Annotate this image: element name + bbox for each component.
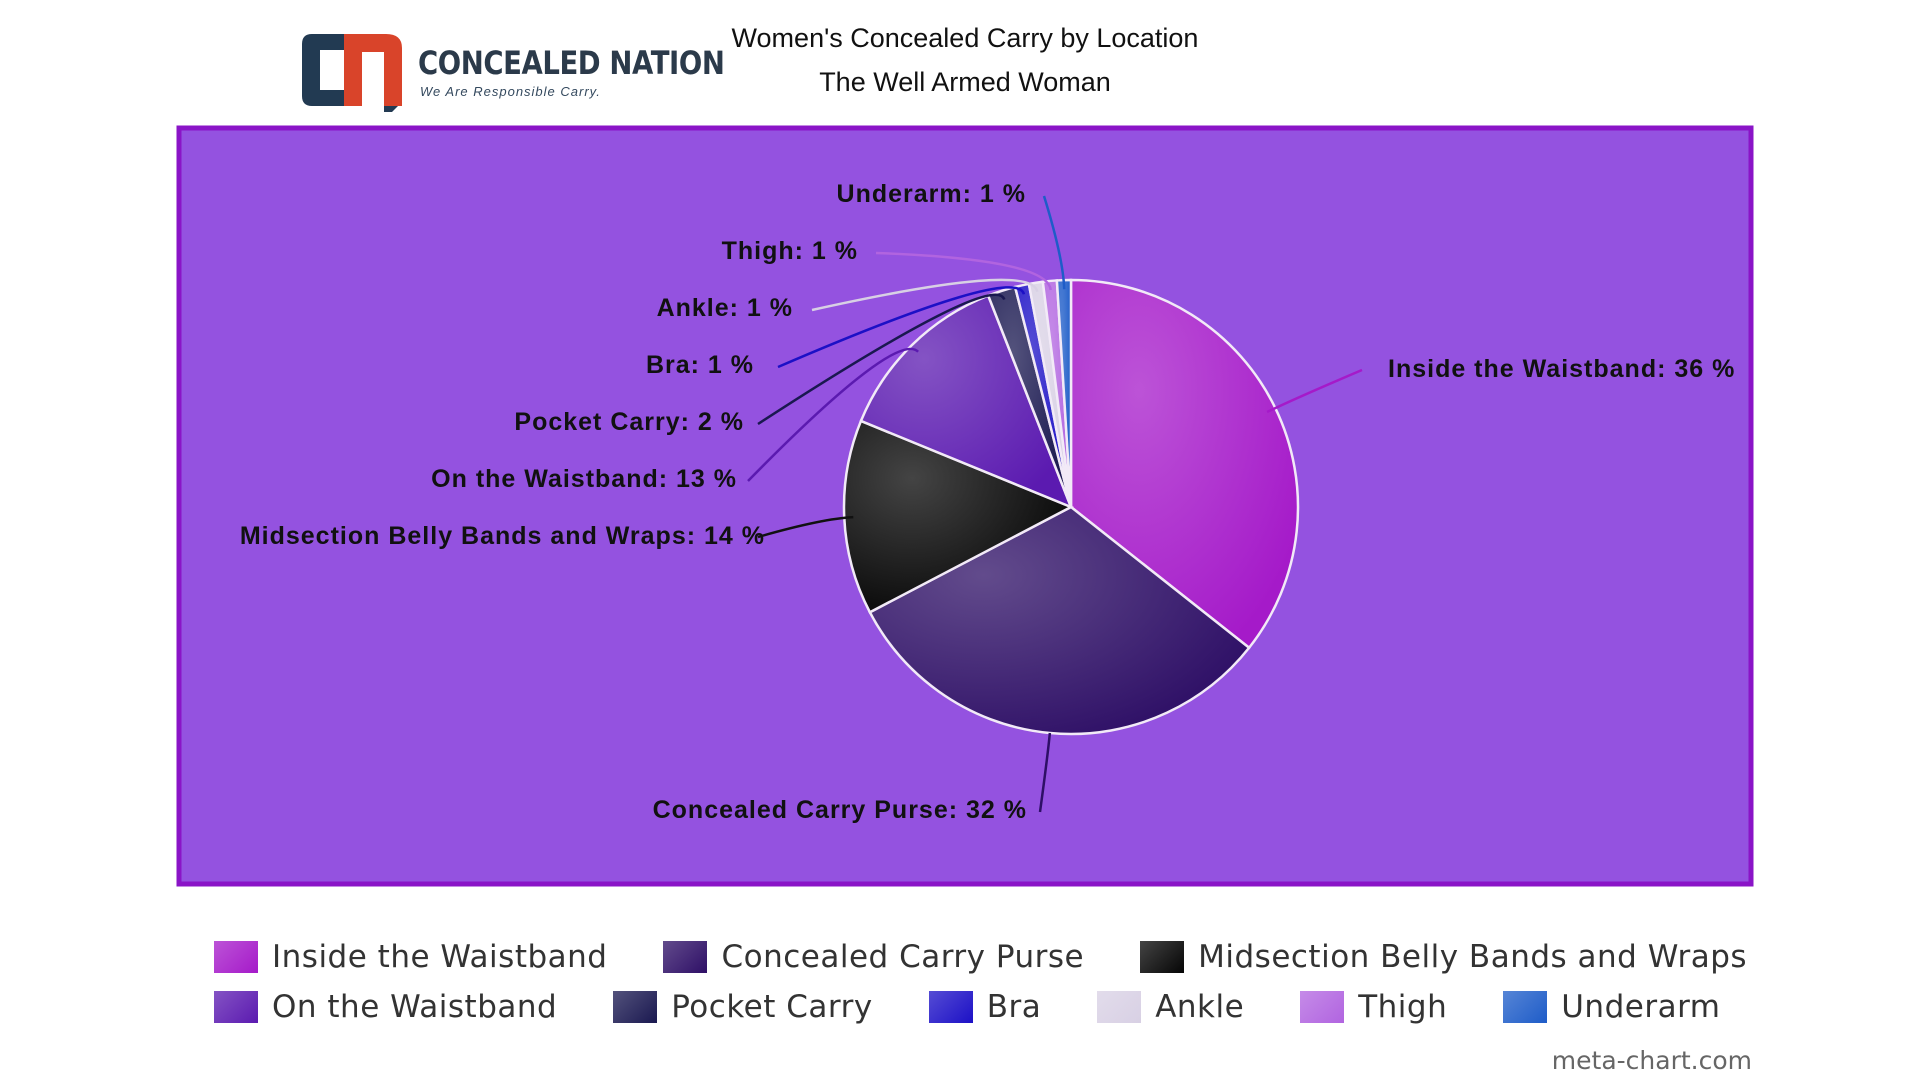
legend-label: Midsection Belly Bands and Wraps (1198, 939, 1748, 975)
chart-subtitle: The Well Armed Woman (819, 67, 1111, 97)
leader-line-pocket-carry (757, 293, 1006, 426)
chart-credit: meta-chart.com (1551, 1046, 1752, 1075)
logo-name: CONCEALED NATION (418, 44, 725, 82)
data-label-pocket-carry: Pocket Carry: 2 % (514, 408, 744, 436)
legend-item-underarm[interactable]: Underarm (1503, 989, 1720, 1025)
leader-line-on-the-waistband (747, 347, 919, 482)
data-label-thigh: Thigh: 1 % (722, 237, 858, 265)
legend-item-inside-the-waistband[interactable]: Inside the Waistband (214, 939, 607, 975)
leader-line-inside-the-waistband (1266, 368, 1363, 414)
data-label-bra: Bra: 1 % (646, 351, 754, 379)
data-label-concealed-carry-purse: Concealed Carry Purse: 32 % (653, 796, 1027, 824)
legend-label: On the Waistband (272, 989, 558, 1025)
leader-lines (747, 195, 1363, 813)
leader-line-thigh (875, 251, 1052, 291)
data-label-underarm: Underarm: 1 % (837, 180, 1026, 208)
legend-label: Ankle (1155, 989, 1245, 1025)
legend-swatch (214, 941, 258, 973)
legend-label: Bra (986, 989, 1042, 1025)
legend-label: Thigh (1358, 989, 1448, 1025)
legend-swatch (928, 991, 973, 1023)
legend-swatch (613, 991, 658, 1023)
leader-line-midsection-belly-bands-and-wraps (757, 515, 854, 539)
legend-swatch (1503, 991, 1548, 1023)
data-label-ankle: Ankle: 1 % (657, 294, 793, 322)
leader-line-concealed-carry-purse (1038, 732, 1052, 813)
legend-swatch (214, 991, 258, 1023)
legend-item-concealed-carry-purse[interactable]: Concealed Carry Purse (663, 939, 1084, 975)
legend-swatch (1097, 991, 1142, 1023)
data-label-inside-the-waistband: Inside the Waistband: 36 % (1388, 355, 1735, 383)
leader-line-underarm (1042, 195, 1066, 290)
concealed-nation-logo: CONCEALED NATION We Are Responsible Carr… (298, 28, 725, 112)
data-labels: Inside the Waistband: 36 % Concealed Carr… (240, 180, 1735, 824)
legend-item-bra[interactable]: Bra (928, 989, 1042, 1025)
chart-title-block: Women's Concealed Carry by Location The … (690, 16, 1240, 104)
legend-item-pocket-carry[interactable]: Pocket Carry (613, 989, 872, 1025)
legend-row: On the Waistband Pocket Carry Bra Ankle Thig… (214, 982, 1734, 1032)
legend: Inside the Waistband Concealed Carry Purs… (214, 932, 1747, 1032)
legend-item-on-the-waistband[interactable]: On the Waistband (214, 989, 557, 1025)
legend-item-thigh[interactable]: Thigh (1300, 989, 1447, 1025)
legend-item-midsection-belly-bands-and-wraps[interactable]: Midsection Belly Bands and Wraps (1140, 939, 1747, 975)
data-label-on-the-waistband: On the Waistband: 13 % (431, 465, 737, 493)
leader-line-bra (777, 286, 1026, 369)
logo-tagline: We Are Responsible Carry. (420, 84, 601, 99)
pie-slices (842, 278, 1300, 736)
legend-swatch (663, 941, 708, 973)
logo-mark-icon (302, 34, 402, 112)
legend-swatch (1300, 991, 1345, 1023)
legend-swatch (1140, 941, 1185, 973)
legend-label: Underarm (1561, 989, 1721, 1025)
chart-title: Women's Concealed Carry by Location (731, 23, 1199, 53)
legend-label: Concealed Carry Purse (721, 939, 1085, 975)
legend-label: Inside the Waistband (272, 939, 608, 975)
data-label-midsection-belly-bands-and-wraps: Midsection Belly Bands and Wraps: 14 % (240, 522, 765, 550)
legend-row: Inside the Waistband Concealed Carry Purs… (214, 932, 1747, 982)
legend-label: Pocket Carry (671, 989, 873, 1025)
leader-line-ankle (811, 278, 1039, 312)
legend-item-ankle[interactable]: Ankle (1097, 989, 1244, 1025)
